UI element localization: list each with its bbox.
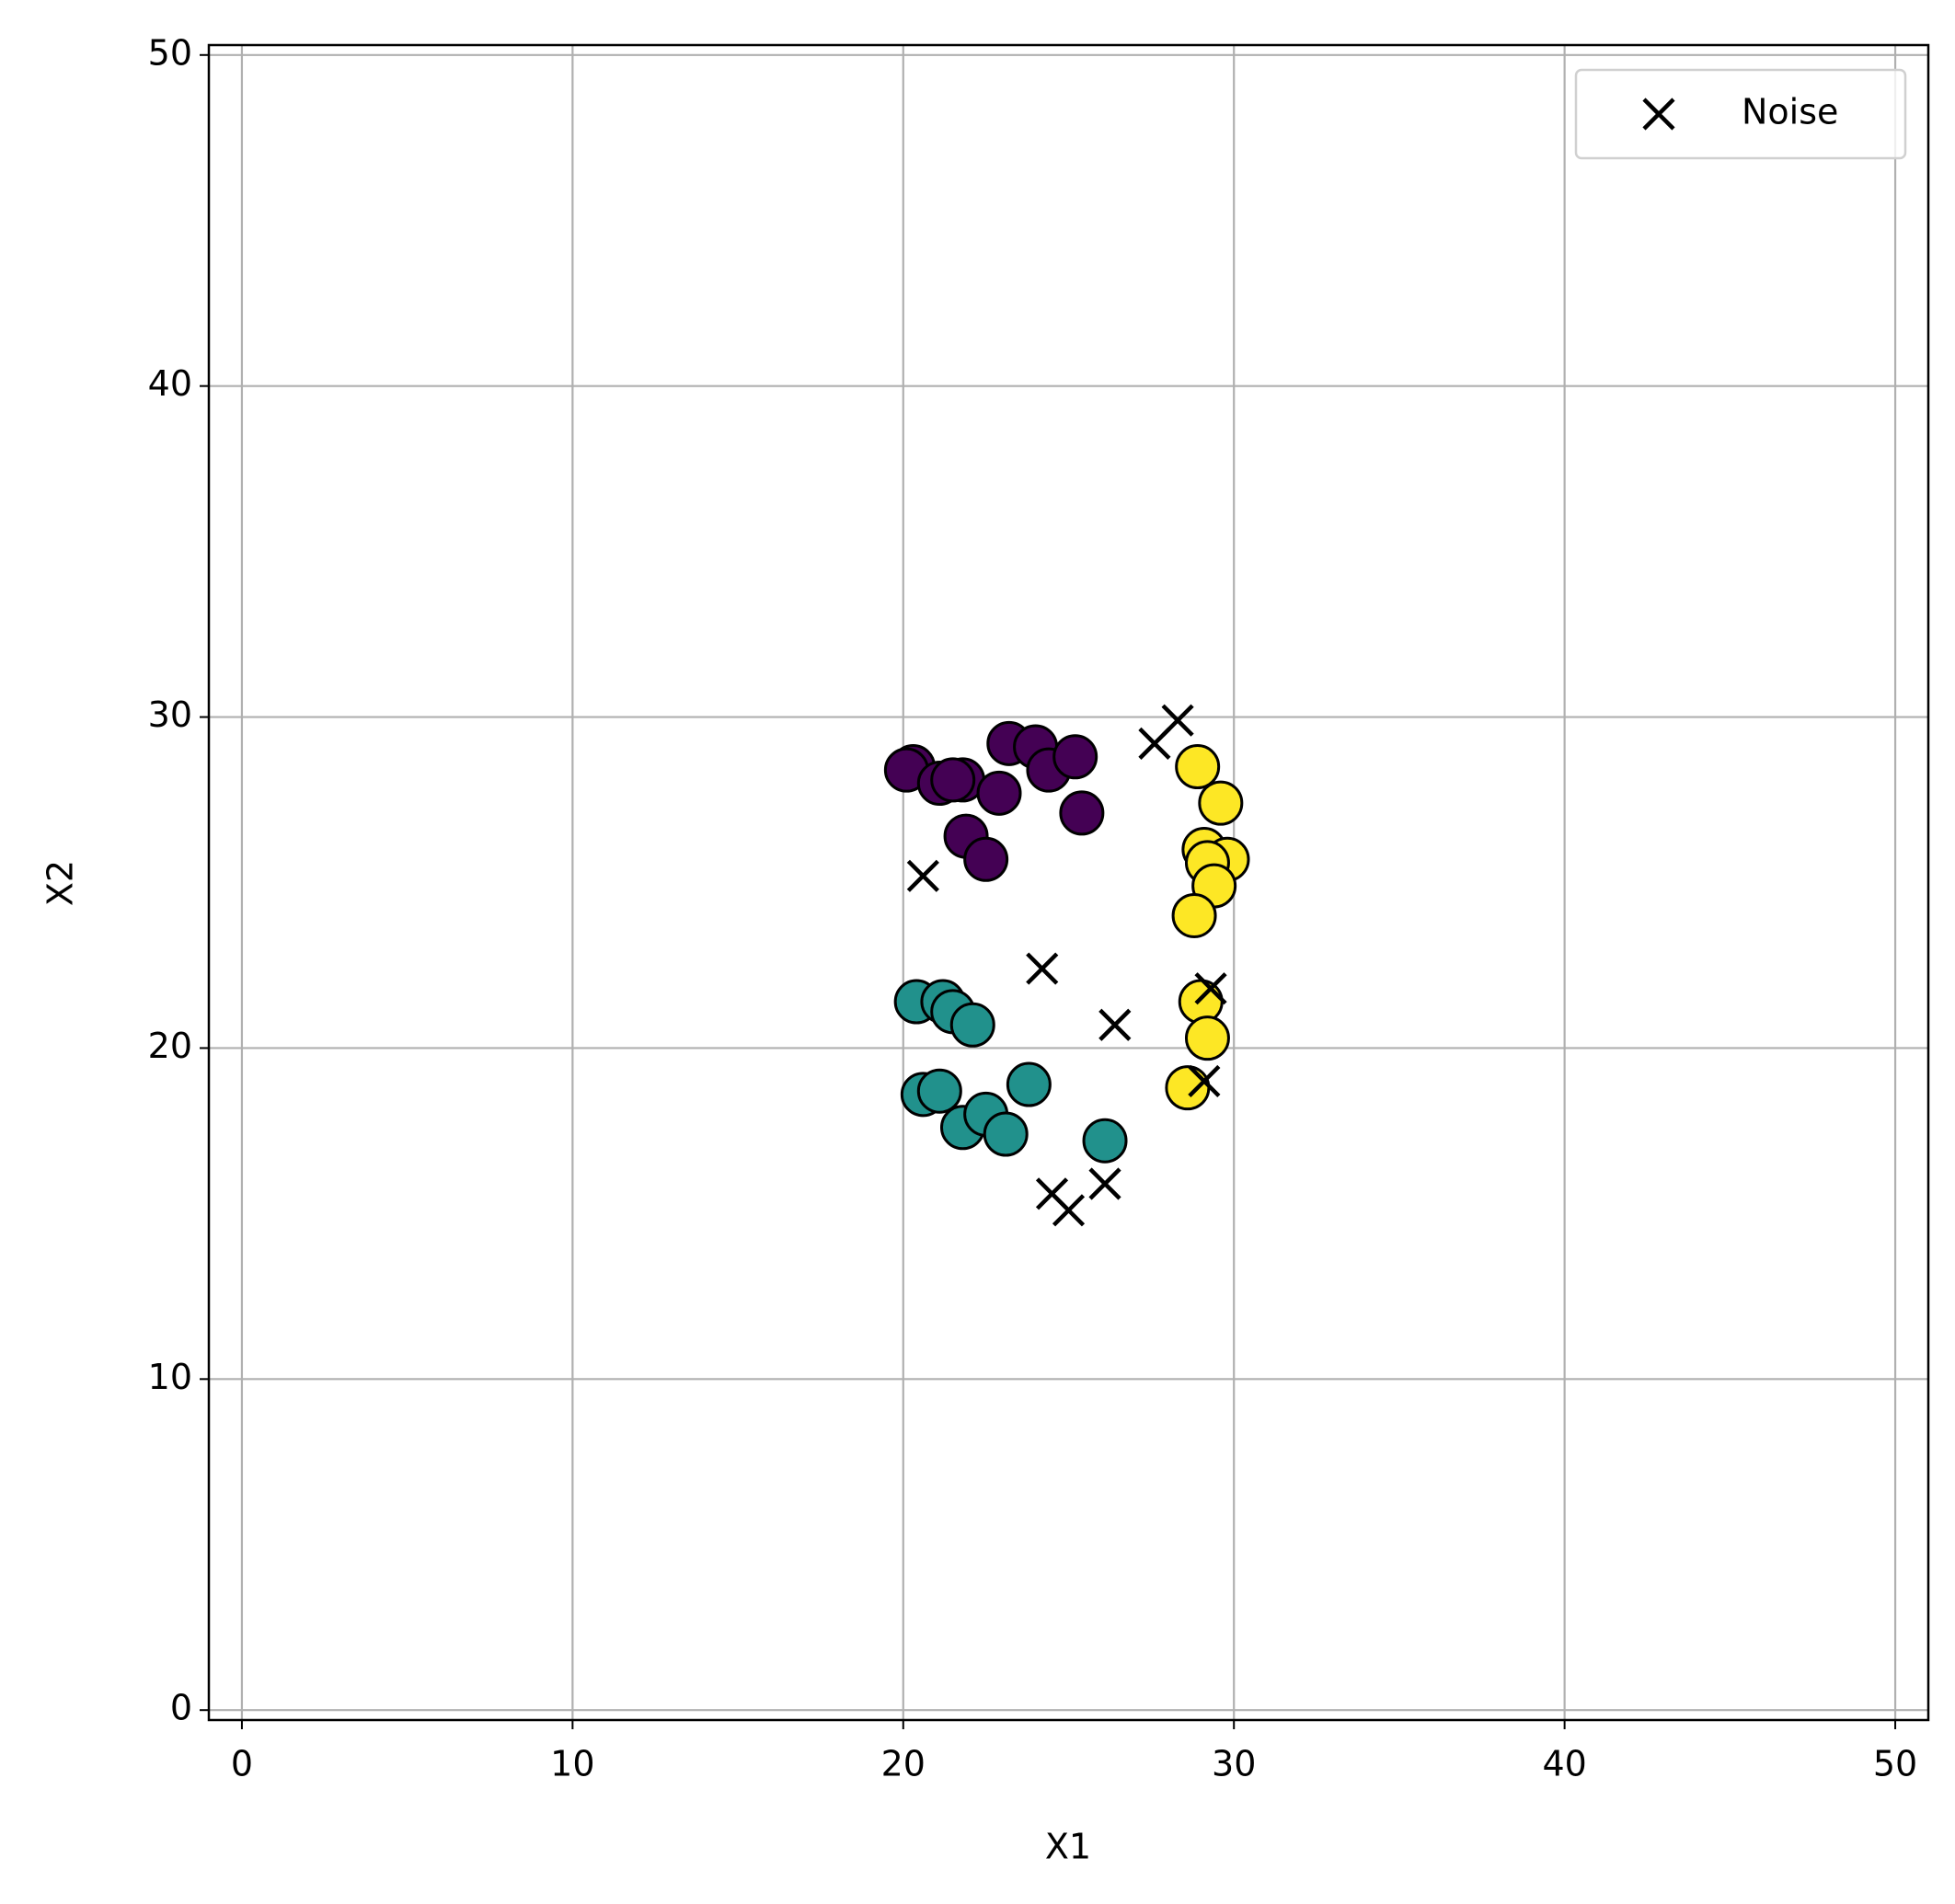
point: [1184, 1015, 1230, 1061]
x-axis-label: X1: [1045, 1827, 1091, 1867]
x-marker: [1026, 952, 1059, 985]
x-tick-label: 40: [1542, 1744, 1586, 1784]
noise-point: [1052, 1194, 1086, 1227]
x-marker: [1194, 972, 1227, 1005]
noise-point: [1194, 972, 1227, 1005]
noise-point: [1188, 1064, 1221, 1098]
point: [916, 1068, 962, 1114]
point: [949, 1002, 995, 1048]
x-marker: [906, 859, 939, 892]
point: [963, 836, 1009, 882]
plot-frame: [207, 43, 1930, 1722]
legend-box: [1574, 68, 1907, 160]
point: [1171, 892, 1217, 938]
x-tick-label: 20: [881, 1744, 926, 1784]
legend-label: Noise: [1742, 92, 1838, 132]
point: [1178, 979, 1224, 1025]
y-tick-label: 30: [148, 694, 192, 735]
grid: [209, 45, 1928, 1720]
x-tick-label: 50: [1873, 1744, 1917, 1784]
noise-point: [1026, 952, 1059, 985]
y-tick-label: 20: [148, 1026, 192, 1066]
x-marker: [1098, 1008, 1132, 1041]
y-tick-label: 50: [148, 32, 192, 73]
y-axis-label: X2: [40, 860, 81, 906]
noise-point: [1098, 1008, 1132, 1041]
point: [1175, 744, 1221, 790]
noise-point: [1138, 727, 1171, 760]
x-tick-label: 0: [231, 1744, 253, 1784]
x-marker: [1188, 1064, 1221, 1098]
point: [976, 770, 1022, 816]
point: [1165, 1065, 1211, 1111]
y-tick-label: 40: [148, 363, 192, 404]
y-tick-label: 10: [148, 1357, 192, 1397]
noise-point: [906, 859, 939, 892]
x-marker: [1642, 97, 1675, 131]
point: [983, 1111, 1029, 1157]
x-marker: [1052, 1194, 1086, 1227]
noise-point: [1088, 1167, 1121, 1200]
point: [930, 757, 976, 803]
point: [1006, 1061, 1052, 1107]
x-marker: [1138, 727, 1171, 760]
y-tick-label: 0: [170, 1688, 192, 1728]
x-marker: [1088, 1167, 1121, 1200]
legend-marker: [1642, 97, 1675, 131]
x-tick-label: 10: [550, 1744, 594, 1784]
point: [1082, 1118, 1128, 1164]
x-tick-label: 30: [1212, 1744, 1256, 1784]
point: [1052, 734, 1098, 780]
point: [1198, 780, 1244, 826]
point: [1059, 790, 1105, 836]
